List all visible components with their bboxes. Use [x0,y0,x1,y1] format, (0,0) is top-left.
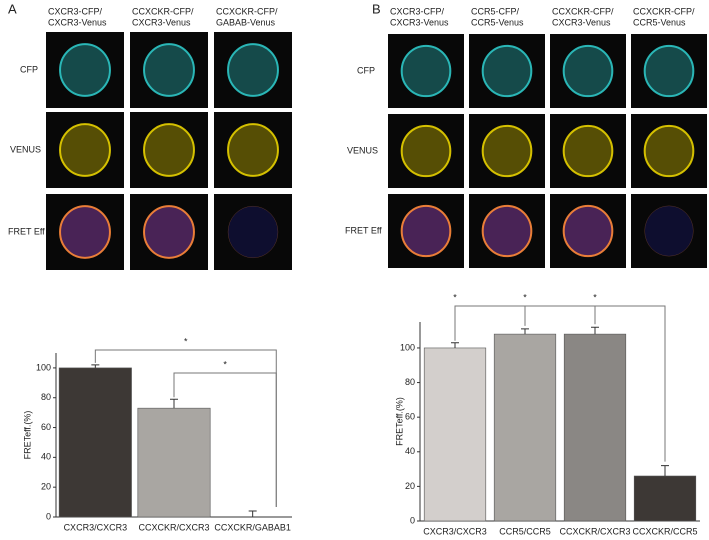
cell [143,123,195,177]
x-tick-label: CCXCKR/CXCR3 [559,526,630,535]
significance-label: * [184,336,188,346]
column-header: CXCR3-CFP/ [48,6,103,16]
bar [137,407,211,518]
cell [59,205,111,259]
cell [143,205,195,259]
row-label: VENUS [347,145,378,155]
panel-label: A [8,1,17,16]
y-tick-label: 100 [400,342,415,352]
cell [644,205,694,257]
y-tick-label: 60 [405,412,415,422]
bar [633,475,697,522]
cell [400,124,452,178]
column-header: CXCR3-CFP/ [390,6,445,16]
column-header: CCXCKR-CFP/ [216,6,278,16]
cell [59,123,111,177]
significance-label: * [223,359,227,369]
cell [481,44,533,98]
bar [423,347,487,522]
column-header: CXCR3-Venus [48,17,107,27]
y-tick-label: 20 [41,482,51,492]
row-label: CFP [20,64,38,74]
error-bar [451,342,459,348]
error-bar [248,510,257,517]
cell [562,124,614,178]
cell [227,123,279,177]
cell [400,204,452,258]
row-label: VENUS [10,144,41,154]
cell [227,43,279,97]
y-tick-label: 0 [410,515,415,525]
significance-label: * [593,292,597,302]
row-label: FRET Eff [8,226,45,236]
cell [143,43,195,97]
cell [643,124,695,178]
column-header: CCXCKR-CFP/ [633,6,695,16]
y-tick-label: 40 [41,452,51,462]
error-bar [91,364,100,368]
column-header: CXCR3-Venus [552,17,611,27]
y-tick-label: 80 [405,377,415,387]
column-header: CCR5-Venus [633,17,686,27]
column-header: CCXCKR-CFP/ [132,6,194,16]
y-tick-label: 20 [405,481,415,491]
significance-bracket [454,305,666,462]
significance-label: * [523,292,527,302]
x-tick-label: CCR5/CCR5 [499,526,551,535]
column-header: CXCR3-Venus [132,17,191,27]
cell [400,44,452,98]
y-axis-label: FRETeff.(%) [394,397,404,446]
panel-label: B [372,1,381,16]
column-header: CCR5-Venus [471,17,524,27]
cell [562,204,614,258]
column-header: CXCR3-Venus [390,17,449,27]
y-tick-label: 100 [36,362,51,372]
cell [227,205,279,259]
cell [481,124,533,178]
column-header: GABAB-Venus [216,17,276,27]
y-tick-label: 60 [41,422,51,432]
bar [563,333,627,522]
error-bar [591,326,599,335]
x-tick-label: CCXCKR/GABAB1 [214,522,291,532]
error-bar [170,398,178,409]
x-tick-label: CCXCKR/CXCR3 [138,522,209,532]
x-tick-label: CCXCKR/CCR5 [632,526,697,535]
bar [493,333,557,522]
significance-bracket [173,372,277,508]
error-bar [661,465,669,477]
cell [481,204,533,258]
y-tick-label: 0 [46,511,51,521]
cell [643,44,695,98]
column-header: CCXCKR-CFP/ [552,6,614,16]
y-axis-label: FRETeff.(%) [22,411,32,460]
y-tick-label: 40 [405,446,415,456]
significance-label: * [453,292,457,302]
y-tick-label: 80 [41,392,51,402]
x-tick-label: CXCR3/CXCR3 [423,526,487,535]
x-tick-label: CXCR3/CXCR3 [64,522,128,532]
row-label: CFP [357,65,375,75]
cell [59,43,111,97]
column-header: CCR5-CFP/ [471,6,520,16]
cell [562,44,614,98]
row-label: FRET Eff [345,225,382,235]
error-bar [521,328,529,335]
bar [58,367,132,518]
